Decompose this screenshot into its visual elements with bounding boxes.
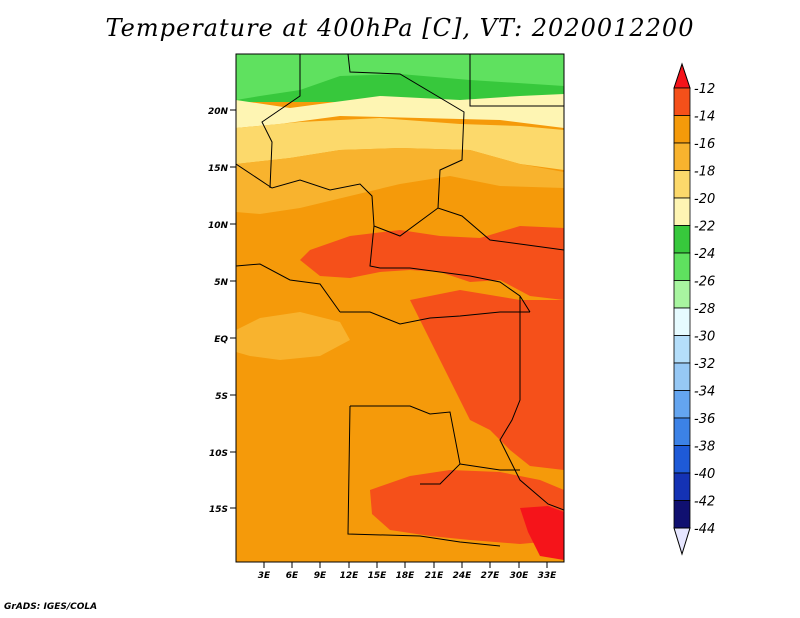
lon-label-33e: 33E [538, 571, 558, 581]
longitude-axis: 3E 6E 9E 12E 15E 18E 21E 24E 27E 30E 33E [258, 562, 557, 581]
lon-label-18e: 18E [396, 571, 416, 581]
colorbar-swatch [673, 280, 691, 309]
colorbar-swatch [673, 307, 691, 336]
lat-label-5s: 5S [215, 392, 228, 402]
map-frame [235, 53, 565, 563]
colorbar-swatch [673, 472, 691, 501]
lat-label-5n: 5N [214, 278, 228, 288]
colorbar-label: -18 [694, 165, 715, 180]
colorbar-swatch [673, 142, 691, 171]
colorbar-label: -26 [694, 275, 715, 290]
colorbar-top-arrow [673, 62, 691, 89]
colorbar-label: -40 [694, 467, 715, 482]
lon-label-21e: 21E [425, 571, 445, 581]
lon-label-12e: 12E [340, 571, 360, 581]
colorbar-swatch [673, 445, 691, 474]
colorbar-swatch [673, 252, 691, 281]
colorbar-swatch [673, 335, 691, 364]
lon-label-9e: 9E [314, 571, 327, 581]
lon-label-6e: 6E [286, 571, 299, 581]
colorbar-swatch [673, 362, 691, 391]
lon-label-3e: 3E [258, 571, 271, 581]
lat-label-15s: 15S [209, 505, 228, 515]
map-title: Temperature at 400hPa [C], VT: 202001220… [105, 14, 695, 42]
colorbar-swatch [673, 197, 691, 226]
lat-label-eq: EQ [214, 335, 228, 345]
colorbar-label: -32 [694, 357, 715, 372]
colorbar-label: -28 [694, 302, 715, 317]
colorbar-swatch [673, 417, 691, 446]
lat-label-10s: 10S [209, 449, 228, 459]
latitude-axis: 20N 15N 10N 5N EQ 5S 10S 15S [208, 107, 236, 515]
colorbar-label: -36 [694, 412, 715, 427]
colorbar-swatch [673, 390, 691, 419]
colorbar: -12 -14 -16 -18 -20 -22 -24 -26 -28 -30 … [673, 62, 715, 556]
colorbar-label: -20 [694, 192, 715, 207]
lat-label-10n: 10N [208, 221, 229, 231]
lon-label-27e: 27E [481, 571, 501, 581]
colorbar-label: -24 [694, 247, 715, 262]
colorbar-swatch [673, 500, 691, 529]
colorbar-label: -38 [694, 440, 715, 455]
credit-text: GrADS: IGES/COLA [4, 602, 98, 612]
lon-label-24e: 24E [453, 571, 473, 581]
colorbar-bottom-arrow [673, 527, 691, 556]
colorbar-label: -22 [694, 220, 715, 235]
colorbar-swatch [673, 170, 691, 199]
colorbar-swatch [673, 115, 691, 144]
colorbar-label: -44 [694, 522, 715, 537]
temperature-field [236, 54, 564, 562]
colorbar-label: -30 [694, 330, 715, 345]
colorbar-label: -14 [694, 110, 715, 125]
lat-label-20n: 20N [208, 107, 229, 117]
colorbar-label: -34 [694, 385, 715, 400]
lon-label-30e: 30E [510, 571, 530, 581]
colorbar-label: -42 [694, 495, 715, 510]
colorbar-label: -16 [694, 137, 715, 152]
colorbar-swatch [673, 225, 691, 254]
colorbar-swatch [673, 87, 691, 116]
lon-label-15e: 15E [368, 571, 388, 581]
colorbar-label: -12 [694, 82, 715, 97]
lat-label-15n: 15N [208, 164, 229, 174]
